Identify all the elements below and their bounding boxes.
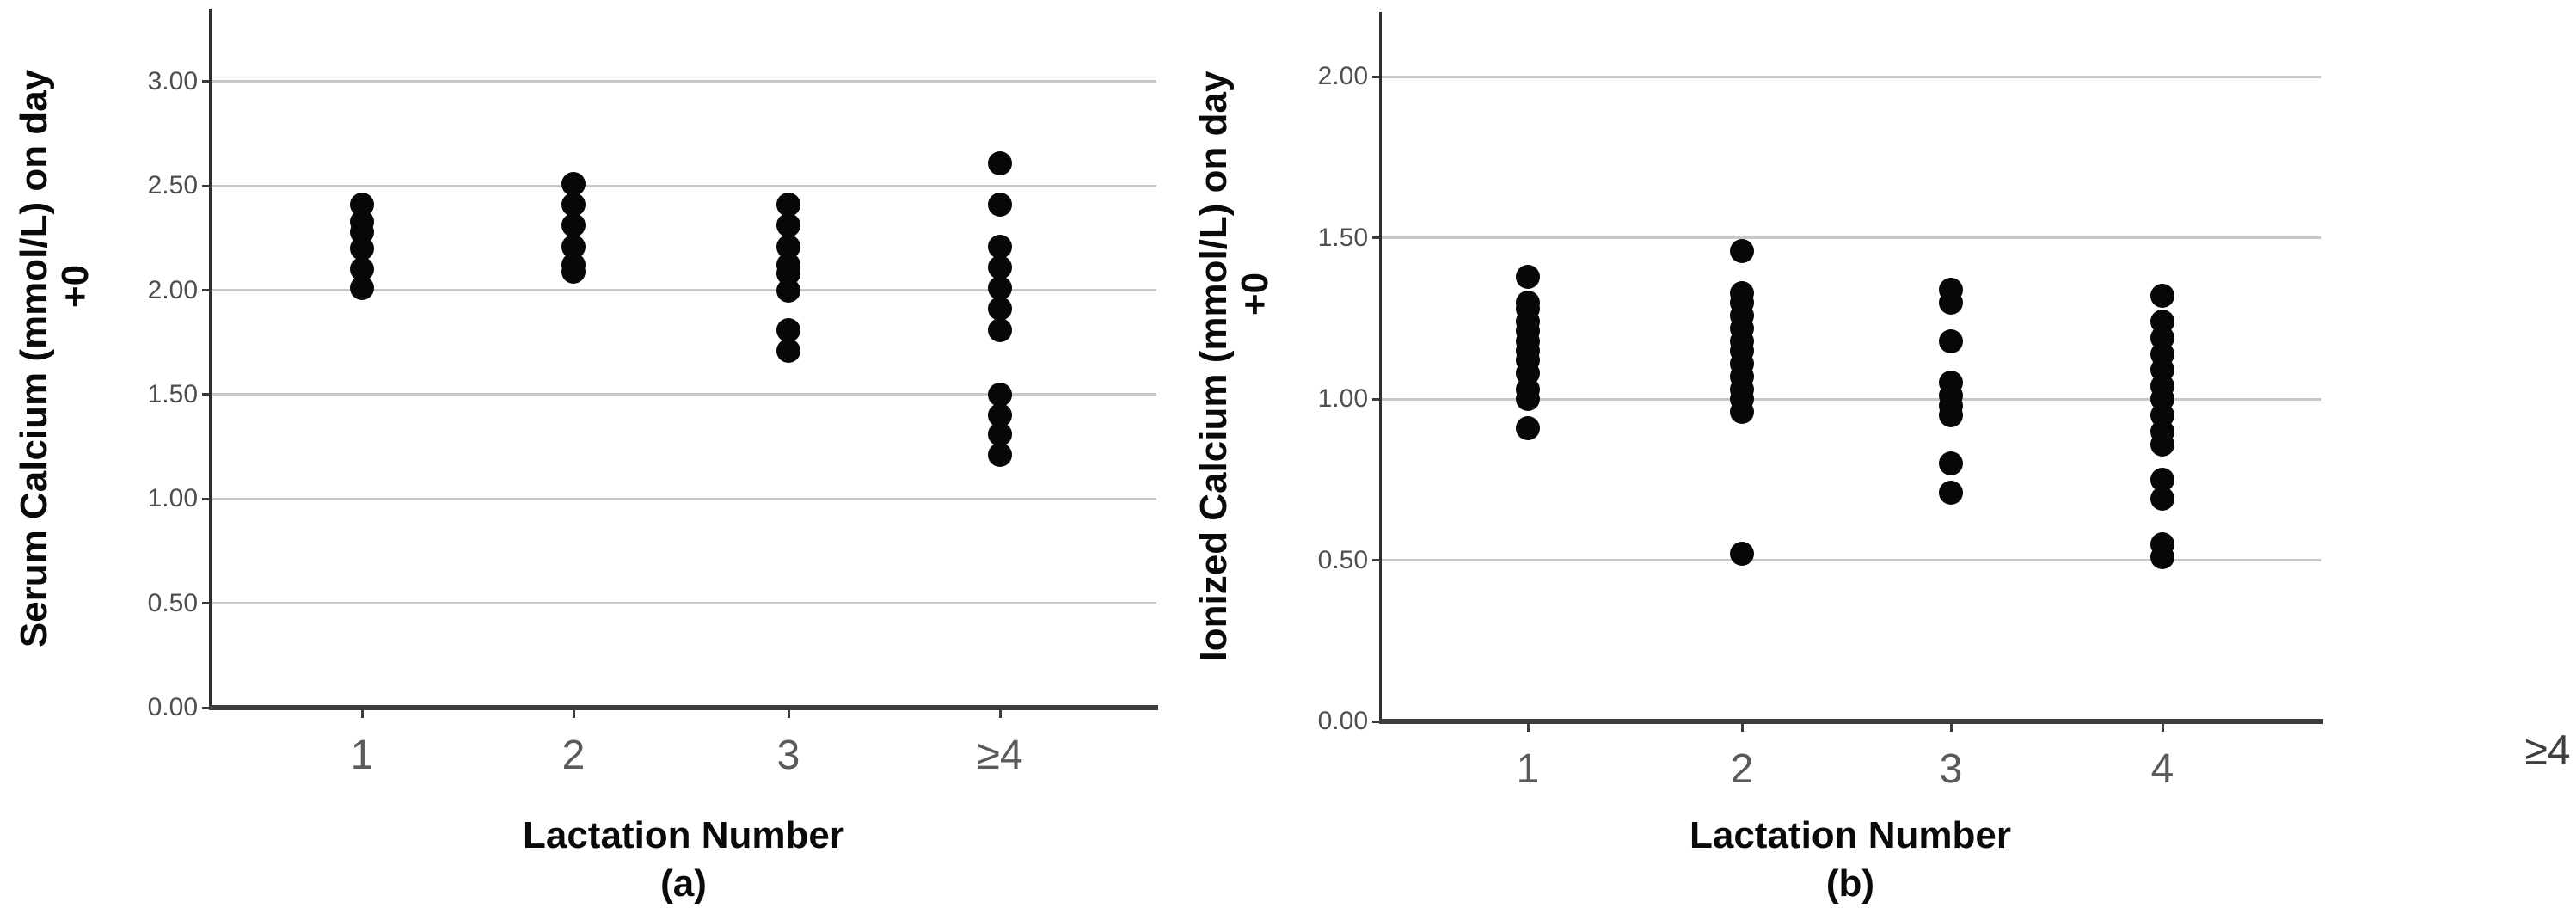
x-tick-label: 1	[350, 733, 374, 778]
y-tick-label: 0.00	[1317, 707, 1368, 735]
x-axis-line	[1378, 719, 2323, 724]
data-point-dot	[1730, 542, 1754, 567]
y-tick-label: 2.00	[147, 275, 198, 304]
panel-a-label: (a)	[660, 862, 707, 905]
data-point-dot	[1939, 402, 1963, 427]
y-tick-label: 2.00	[1317, 62, 1368, 91]
y-tick-label: 1.00	[1317, 384, 1368, 414]
data-point-dot	[988, 255, 1012, 279]
y-tick-label: 1.00	[147, 484, 198, 513]
data-point-dot	[561, 213, 586, 238]
y-tick-mark	[202, 393, 210, 396]
data-point-dot	[988, 422, 1012, 447]
x-tick-label: 3	[1939, 746, 1963, 792]
y-tick-mark	[1372, 559, 1380, 562]
data-point-dot	[776, 338, 800, 363]
data-point-dot	[1939, 328, 1963, 353]
data-point-dot	[988, 276, 1012, 301]
y-tick-label: 0.50	[1317, 545, 1368, 574]
x-tick-mark	[787, 710, 790, 718]
gridline	[210, 393, 1156, 396]
data-point-dot	[350, 236, 374, 261]
panel-b-label: (b)	[1825, 862, 1875, 905]
data-point-dot	[1516, 387, 1540, 412]
gridline	[210, 602, 1156, 605]
panel-a-y-axis-title: Serum Calcium (mmol/L) on day	[13, 69, 55, 648]
x-tick-mark	[998, 710, 1002, 718]
x-tick-label: 4	[2150, 746, 2174, 792]
x-tick-mark	[1740, 724, 1744, 732]
data-point-dot	[1730, 238, 1754, 263]
panel-b-y-axis-title-line2: +0	[1234, 272, 1276, 316]
data-point-dot	[1730, 400, 1754, 425]
x-tick-label: 2	[561, 733, 586, 778]
y-tick-mark	[1372, 720, 1380, 723]
data-point-dot	[1516, 415, 1540, 440]
data-point-dot	[561, 259, 586, 284]
data-point-dot	[1939, 451, 1963, 476]
panel-a-x-axis-title: Lactation Number	[522, 814, 845, 856]
y-tick-mark	[1372, 397, 1380, 401]
y-tick-label: 0.00	[147, 693, 198, 721]
gridline	[1380, 75, 2321, 78]
x-tick-mark	[572, 710, 575, 718]
data-point-dot	[1516, 264, 1540, 289]
data-point-dot	[561, 171, 586, 196]
y-tick-mark	[1372, 75, 1380, 78]
y-tick-mark	[202, 80, 210, 83]
gridline	[1380, 559, 2321, 562]
y-tick-mark	[202, 706, 210, 709]
data-point-dot	[561, 193, 586, 218]
data-point-dot	[2150, 544, 2174, 569]
data-point-dot	[776, 317, 800, 342]
y-tick-mark	[1372, 236, 1380, 240]
gridline	[1380, 397, 2321, 401]
x-tick-mark	[2161, 724, 2164, 732]
y-tick-mark	[202, 184, 210, 187]
stray-x-tick-label: ≥4	[2524, 727, 2571, 774]
gridline	[210, 497, 1156, 500]
x-tick-mark	[360, 710, 364, 718]
gridline	[210, 289, 1156, 292]
x-tick-mark	[1949, 724, 1953, 732]
data-point-dot	[1939, 290, 1963, 315]
gridline	[210, 184, 1156, 187]
data-point-dot	[2150, 284, 2174, 309]
x-tick-label: ≥4	[977, 733, 1023, 778]
x-tick-mark	[1526, 724, 1530, 732]
data-point-dot	[988, 297, 1012, 322]
data-point-dot	[776, 278, 800, 303]
x-axis-line	[208, 705, 1158, 710]
y-axis-line	[208, 9, 212, 710]
data-point-dot	[1939, 480, 1963, 505]
y-tick-label: 1.50	[147, 379, 198, 408]
data-point-dot	[988, 443, 1012, 468]
panel-b-x-axis-title: Lactation Number	[1689, 814, 2012, 856]
x-tick-label: 1	[1516, 746, 1540, 792]
y-tick-label: 3.00	[147, 66, 198, 95]
data-point-dot	[988, 382, 1012, 407]
data-point-dot	[2150, 432, 2174, 457]
data-point-dot	[776, 213, 800, 238]
data-point-dot	[988, 193, 1012, 218]
data-point-dot	[776, 193, 800, 218]
panel-b-y-axis-title: Ionized Calcium (mmol/L) on day	[1193, 71, 1235, 662]
gridline	[210, 80, 1156, 83]
x-tick-label: 3	[776, 733, 800, 778]
y-tick-mark	[202, 602, 210, 605]
y-tick-label: 1.50	[1317, 223, 1368, 252]
data-point-dot	[988, 317, 1012, 342]
y-tick-label: 0.50	[147, 588, 198, 617]
y-axis-line	[1378, 12, 1382, 724]
gridline	[1380, 236, 2321, 240]
y-tick-mark	[202, 289, 210, 292]
y-tick-label: 2.50	[147, 171, 198, 200]
x-tick-label: 2	[1730, 746, 1754, 792]
data-point-dot	[988, 150, 1012, 175]
y-tick-mark	[202, 497, 210, 500]
data-point-dot	[350, 276, 374, 301]
data-point-dot	[2150, 487, 2174, 512]
data-point-dot	[988, 234, 1012, 259]
